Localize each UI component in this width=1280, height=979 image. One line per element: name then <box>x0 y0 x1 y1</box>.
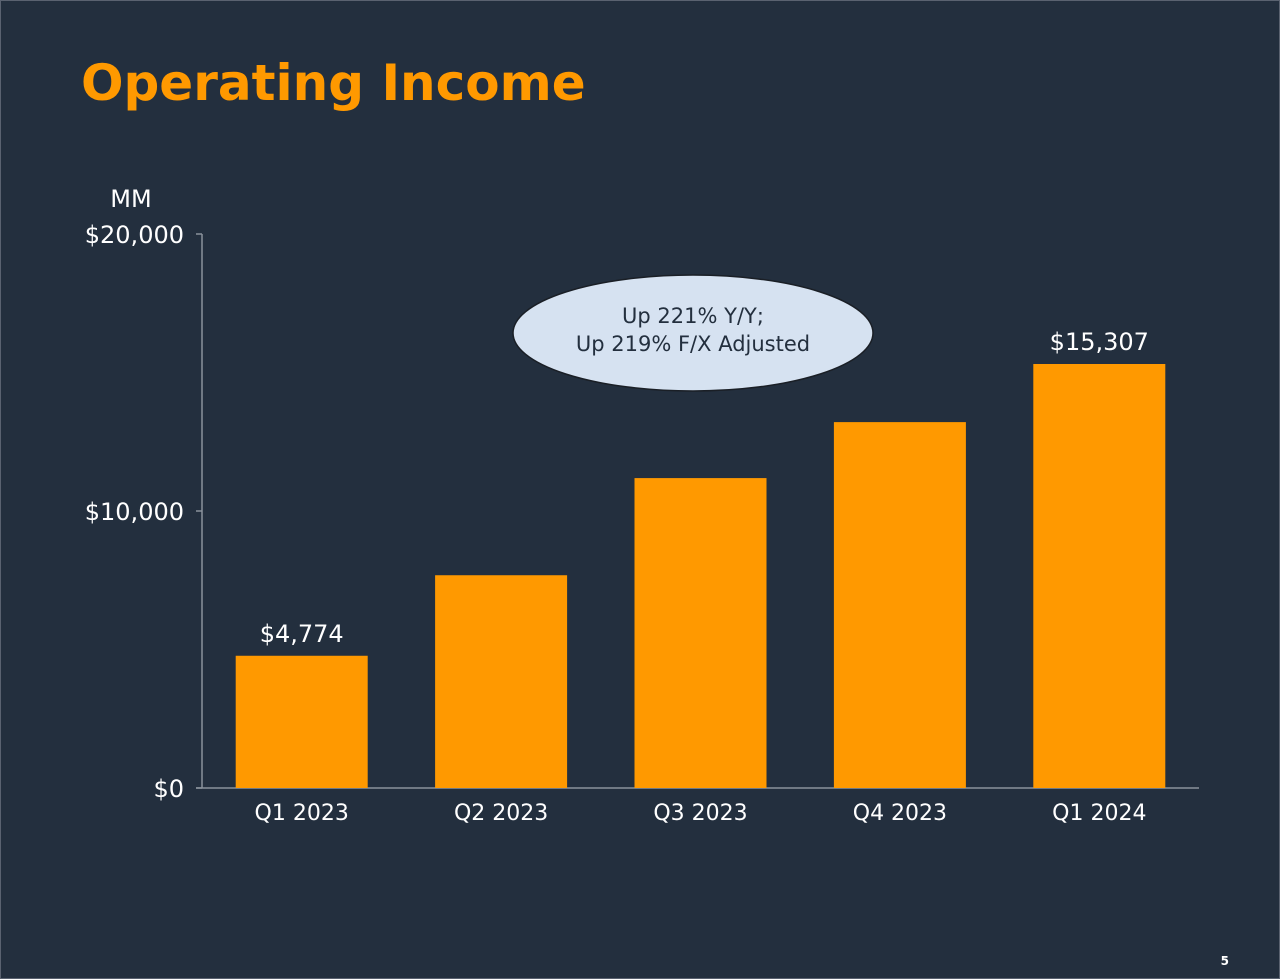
x-tick-label: Q2 2023 <box>454 801 548 826</box>
callout-ellipse <box>512 274 874 392</box>
bar <box>634 478 767 788</box>
y-tick-label: $20,000 <box>85 221 184 249</box>
y-tick-label: $0 <box>153 775 184 803</box>
bar <box>833 422 966 788</box>
data-label: $15,307 <box>1050 328 1149 356</box>
page-number: 5 <box>1220 954 1229 968</box>
bar <box>1033 363 1166 788</box>
callout-bubble: Up 221% Y/Y; Up 219% F/X Adjusted <box>512 274 874 392</box>
data-label: $4,774 <box>260 620 344 648</box>
slide-title: Operating Income <box>81 54 586 112</box>
y-axis-unit-label: MM <box>110 185 151 213</box>
bar <box>235 655 368 788</box>
y-tick-label: $10,000 <box>85 498 184 526</box>
chart-labels: Q1 2023 $4,774 Q2 2023 Q3 2023 Q4 2023 Q1 202… <box>255 328 1149 826</box>
callout-text: Up 221% Y/Y; <box>622 304 764 328</box>
bar <box>435 575 568 788</box>
x-tick-label: Q1 2023 <box>255 801 349 826</box>
x-tick-label: Q4 2023 <box>853 801 947 826</box>
x-tick-label: Q1 2024 <box>1052 801 1146 826</box>
chart-bars <box>235 363 1166 788</box>
callout-text: Up 219% F/X Adjusted <box>576 332 810 356</box>
x-tick-label: Q3 2023 <box>653 801 747 826</box>
